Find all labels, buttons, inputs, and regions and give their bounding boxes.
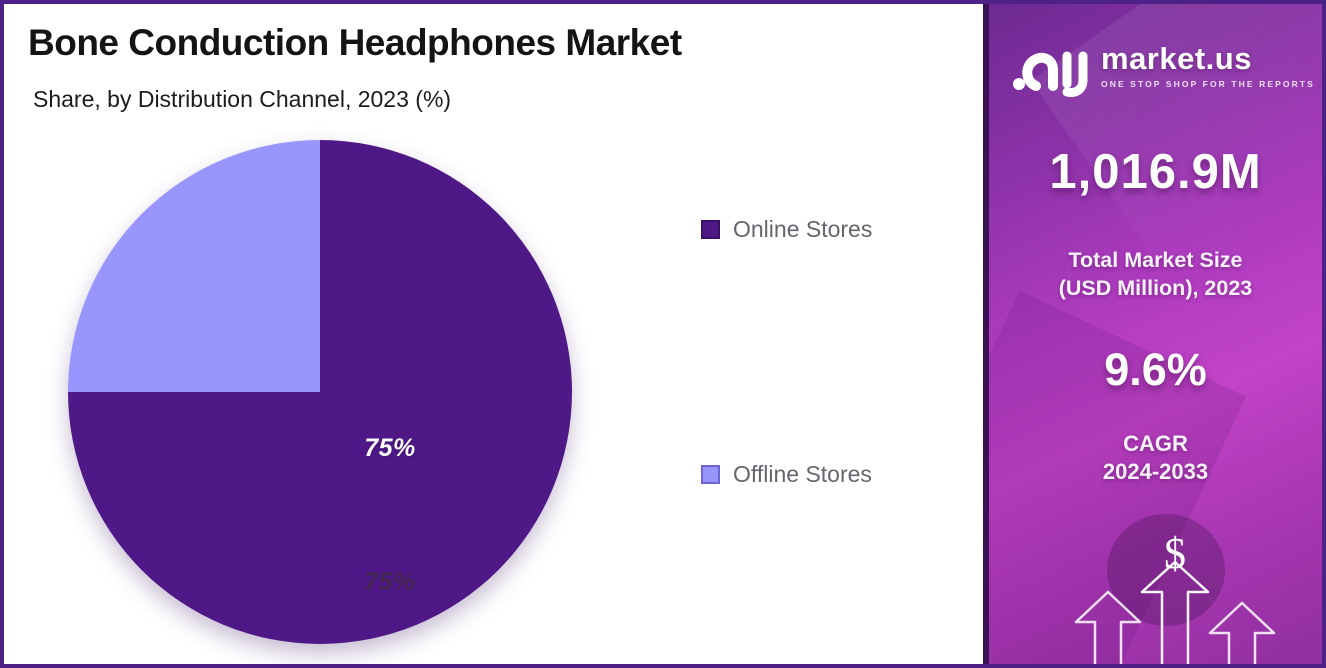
brand-tagline: ONE STOP SHOP FOR THE REPORTS — [1101, 79, 1315, 89]
total-market-size-label: Total Market Size (USD Million), 2023 — [989, 246, 1322, 302]
brand-name: market.us — [1101, 41, 1252, 76]
pie-data-label-shadow: 75% — [364, 568, 416, 596]
cagr-value: 9.6% — [1104, 344, 1207, 395]
chart-panel: Bone Conduction Headphones Market Share,… — [4, 4, 983, 664]
page-title: Bone Conduction Headphones Market — [28, 22, 682, 63]
total-market-size-value: 1,016.9M — [1049, 145, 1262, 199]
market-size-label-line1: Total Market Size — [1068, 248, 1243, 272]
pie-data-label-online: 75% — [364, 434, 416, 462]
cagr-label-line2: 2024-2033 — [1102, 459, 1209, 484]
offline-stores-swatch-icon — [701, 464, 720, 484]
marketus-logo-icon — [1013, 51, 1088, 97]
brand-text: market.us ONE STOP SHOP FOR THE REPORTS — [1101, 41, 1315, 90]
chart-subtitle: Share, by Distribution Channel, 2023 (%) — [33, 86, 452, 112]
market-size-label-line2: (USD Million), 2023 — [1058, 276, 1253, 300]
growth-arrows-icon: $ — [1074, 529, 1276, 664]
cagr-label: CAGR 2024-2033 — [989, 430, 1322, 486]
legend-label-online-stores: Online Stores — [733, 215, 873, 242]
brand-sidebar: market.us ONE STOP SHOP FOR THE REPORTS … — [983, 4, 1322, 664]
online-stores-swatch-icon — [701, 219, 720, 239]
pie-chart — [68, 140, 572, 644]
legend-label-offline-stores: Offline Stores — [733, 460, 872, 487]
legend-item-offline-stores: Offline Stores — [701, 460, 872, 488]
legend-item-online-stores: Online Stores — [701, 215, 872, 243]
brand-logo: market.us ONE STOP SHOP FOR THE REPORTS — [1011, 34, 1315, 98]
cagr-label-line1: CAGR — [1123, 431, 1188, 456]
